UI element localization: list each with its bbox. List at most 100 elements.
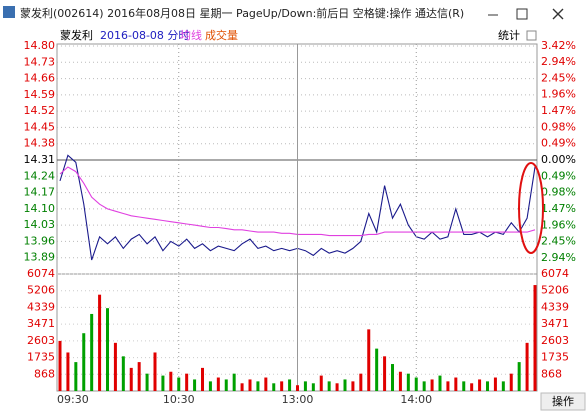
maximize-button[interactable] (516, 8, 528, 20)
volume-bar (129, 367, 133, 391)
y-tick-label: 6074 (27, 267, 55, 280)
volume-bar (486, 381, 489, 391)
volume-bar (264, 377, 268, 391)
y2-tick-label: 1.96% (541, 218, 576, 231)
volume-bar (359, 373, 363, 391)
y2-tick-label: 6074 (541, 267, 569, 280)
close-button[interactable] (552, 8, 564, 20)
volume-bar (319, 375, 323, 391)
volume-bar (224, 379, 228, 391)
y2-tick-label: 5206 (541, 284, 569, 297)
y2-tick-label: 2603 (541, 334, 569, 347)
volume-bar (121, 356, 125, 391)
y-tick-label: 4339 (27, 300, 55, 313)
y-tick-label: 14.31 (24, 153, 56, 166)
y2-tick-label: 2.45% (541, 235, 576, 248)
volume-bar (280, 381, 284, 391)
highlight-circle (518, 162, 544, 254)
stock-name: 蒙发利 (60, 28, 93, 42)
action-button[interactable] (540, 392, 586, 411)
volume-bar (272, 383, 276, 391)
volume-bar (169, 371, 173, 391)
volume-bar (462, 381, 466, 391)
volume-bar (232, 373, 236, 391)
volume-bar (470, 383, 474, 391)
y-tick-label: 13.89 (24, 251, 56, 264)
volume-bar (288, 379, 292, 391)
stats-icon[interactable] (526, 30, 537, 41)
volume-bar (454, 377, 458, 391)
date-mode: 2016-08-08 分时 (100, 29, 189, 42)
volume-bar (493, 377, 497, 391)
volume-bar (525, 342, 529, 391)
volume-bar (256, 381, 260, 391)
volume-bar (216, 377, 220, 391)
y-tick-label: 14.38 (24, 137, 56, 150)
volume-bar (82, 333, 86, 391)
volume-bar (90, 313, 94, 391)
y2-tick-label: 1735 (541, 351, 569, 364)
volume-bar (193, 379, 197, 391)
volume-bar (303, 381, 307, 391)
stats-button[interactable]: 统计 (498, 29, 520, 42)
y-tick-label: 14.03 (24, 218, 56, 231)
volume-bar (422, 381, 426, 391)
x-tick-label: 14:00 (400, 393, 432, 406)
volume-bar (391, 364, 394, 391)
volume-bar (201, 367, 204, 391)
y2-tick-label: 1.96% (541, 88, 576, 101)
y-tick-label: 868 (34, 367, 55, 380)
y2-tick-label: 0.00% (541, 153, 576, 166)
y-tick-label: 14.24 (24, 169, 56, 182)
y-tick-label: 3471 (27, 317, 55, 330)
x-tick-label: 13:00 (282, 393, 314, 406)
y2-tick-label: 1.47% (541, 104, 576, 117)
volume-bar (106, 308, 109, 391)
volume-bar (517, 362, 521, 391)
plot: 14.80 14.73 14.66 14.59 14.52 14.45 14.38 14.31… (24, 39, 576, 406)
volume-bar (208, 381, 212, 391)
volume-bar (145, 373, 149, 391)
volume-bar (137, 362, 141, 391)
volume-bar (509, 373, 513, 391)
volume-bar (438, 375, 442, 391)
volume-bar (248, 379, 252, 391)
window-title: 蒙发利(002614) 2016年08月08日 星期一 PageUp/Down:… (20, 6, 464, 20)
y-tick-label: 14.66 (24, 72, 56, 85)
volume-bar (58, 340, 62, 391)
y-tick-label: 14.52 (24, 104, 56, 117)
y-tick-label: 14.80 (24, 39, 56, 52)
y2-tick-label: 0.98% (541, 186, 576, 199)
volume-bar (446, 381, 450, 391)
volume-bar (74, 362, 78, 391)
volume-bar (406, 373, 410, 391)
y-tick-label: 14.73 (24, 55, 56, 68)
y2-tick-label: 2.94% (541, 55, 576, 68)
y-tick-label: 2603 (27, 334, 55, 347)
volume-bar (177, 377, 181, 391)
volume-bar (501, 381, 505, 391)
volume-bar (327, 381, 331, 391)
y-tick-label: 1735 (27, 351, 55, 364)
app-icon (3, 6, 15, 18)
volume-bar (414, 377, 418, 391)
volume-bar (240, 383, 244, 391)
y2-tick-label: 0.98% (541, 120, 576, 133)
y2-tick-label: 3471 (541, 317, 569, 330)
volume-bar (383, 356, 387, 391)
y2-tick-label: 2.45% (541, 71, 576, 84)
x-tick-label: 09:30 (57, 393, 89, 406)
y-tick-label: 13.96 (24, 234, 56, 247)
volume-bar (430, 379, 434, 391)
y2-tick-label: 4339 (541, 300, 569, 313)
y-tick-label: 5206 (27, 284, 55, 297)
action-button-label[interactable]: 操作 (552, 394, 574, 408)
volume-bar (375, 348, 379, 391)
y2-tick-label: 2.94% (541, 251, 576, 264)
volume-bar (113, 342, 117, 391)
y2-tick-label: 1.47% (541, 202, 576, 215)
volume-bar (153, 352, 157, 391)
x-tick-label: 10:30 (163, 393, 195, 406)
